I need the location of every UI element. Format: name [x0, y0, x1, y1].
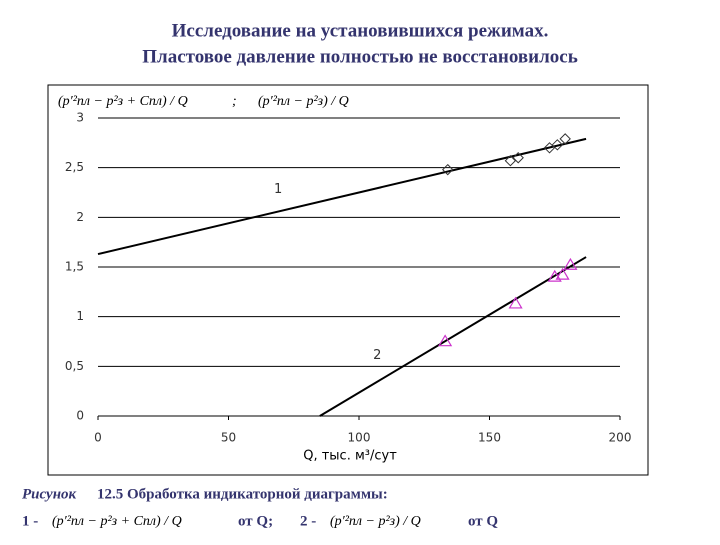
y-tick-label: 1: [76, 309, 84, 323]
legend-formula: (p′²пл − p²з + Cпл) / Q: [58, 94, 188, 109]
x-tick-label: 0: [94, 431, 102, 445]
y-tick-label: 0: [76, 409, 84, 423]
diamond-marker: [543, 142, 556, 154]
y-tick-label: 1,5: [65, 260, 84, 274]
x-tick-label: 200: [609, 431, 632, 445]
chart-frame: [47, 84, 649, 476]
diamond-marker: [504, 155, 517, 167]
diamond-marker: [551, 139, 564, 151]
title-line: Пластовое давление полностью не восстано…: [142, 46, 578, 67]
trend-line: [97, 137, 587, 256]
caption-item: от Q: [468, 513, 498, 529]
caption-item: 1 -: [22, 513, 38, 529]
x-tick-label: 100: [348, 431, 371, 445]
legend-separator: ;: [232, 94, 237, 109]
title-line: Исследование на установившихся режимах.: [172, 20, 549, 41]
diamond-marker: [512, 152, 524, 164]
x-axis-label: Q, тыс. м³/сут: [303, 449, 397, 464]
y-tick-label: 0,5: [65, 359, 84, 373]
caption-text: 12.5 Обработка индикаторной диаграммы:: [97, 486, 388, 502]
line-label: 1: [274, 182, 282, 197]
y-tick-label: 3: [76, 111, 84, 125]
caption-item: от Q;: [238, 513, 273, 529]
triangle-marker: [508, 296, 523, 309]
triangle-marker: [438, 334, 453, 347]
diamond-marker: [559, 133, 571, 145]
y-tick-label: 2: [76, 210, 84, 224]
x-tick-label: 50: [221, 431, 236, 445]
x-tick-label: 150: [478, 431, 501, 445]
caption-prefix: Рисунок: [22, 486, 77, 502]
y-tick-label: 2,5: [65, 160, 84, 174]
trend-line: [319, 256, 587, 417]
caption-item: 2 -: [300, 513, 316, 529]
line-label: 2: [373, 348, 381, 363]
caption-formula: (p′²пл − p²з) / Q: [330, 514, 421, 529]
triangle-marker: [563, 257, 578, 270]
diamond-marker: [442, 163, 454, 176]
caption-formula: (p′²пл − p²з + Cпл) / Q: [52, 514, 182, 529]
triangle-marker: [555, 267, 570, 280]
legend-formula: (p′²пл − p²з) / Q: [258, 94, 349, 109]
